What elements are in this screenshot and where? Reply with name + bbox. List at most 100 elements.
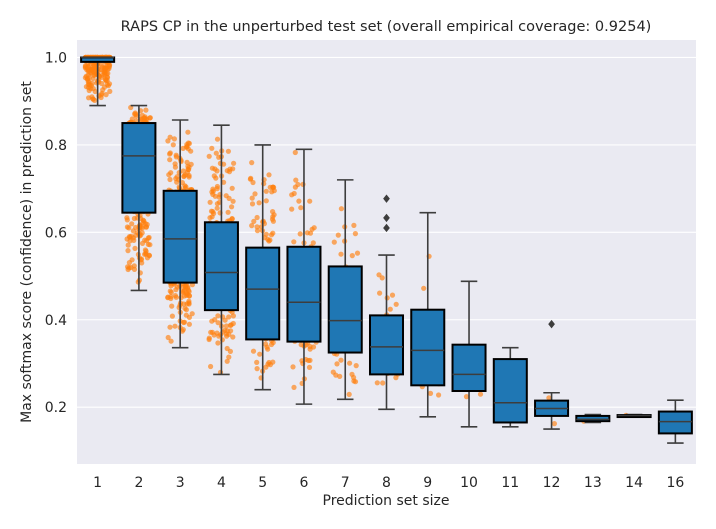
strip-point [89,67,95,73]
strip-point [168,294,174,300]
strip-point [306,364,313,370]
strip-point [551,421,558,427]
strip-point [291,239,297,245]
x-tick-label: 6 [300,475,309,491]
strip-point [338,206,344,212]
strip-point [311,225,317,231]
box [451,343,487,393]
strip-point [295,181,301,188]
strip-point [379,275,385,281]
strip-point [254,224,260,230]
x-tick-label: 8 [382,475,391,491]
strip-point [269,189,275,195]
strip-point [186,314,192,320]
strip-point [354,250,361,256]
strip-point [168,338,174,344]
strip-point [349,253,355,259]
strip-point [91,72,97,78]
strip-point [230,334,236,340]
strip-point [257,351,263,357]
y-tick-label: 0.2 [45,400,67,416]
strip-point [225,148,231,154]
strip-point [125,248,131,254]
strip-point [291,384,297,390]
strip-point [250,348,257,354]
box [575,414,611,423]
strip-point [307,198,313,204]
strip-point [298,205,304,211]
strip-point [463,394,470,400]
strip-point [147,242,153,248]
strip-point [214,183,220,190]
box [327,265,363,354]
strip-point [171,136,177,142]
strip-point [172,161,178,167]
strip-point [184,143,190,150]
strip-point [265,346,271,352]
strip-point [263,364,269,370]
strip-point [181,173,187,179]
strip-point [213,175,219,181]
strip-point [215,320,221,326]
box [162,189,198,284]
strip-point [268,232,275,238]
x-tick-label: 9 [423,475,432,491]
strip-point [346,391,352,397]
strip-point [125,242,131,248]
strip-point [223,193,229,199]
strip-point [103,92,109,98]
strip-point [305,357,311,364]
strip-point [334,361,340,367]
strip-point [374,380,380,386]
strip-point [86,84,92,91]
strip-point [167,324,173,330]
strip-point [254,228,261,234]
strip-point [224,333,230,339]
strip-point [98,62,104,68]
strip-point [254,366,260,372]
strip-point [226,314,232,320]
strip-point [387,306,393,312]
strip-point [186,293,192,299]
strip-point [338,357,344,363]
strip-point [228,322,234,328]
strip-point [266,172,272,178]
flier-point [383,223,390,233]
strip-point [107,88,113,94]
strip-point [225,209,231,215]
strip-point [128,233,134,239]
strip-point [174,179,180,185]
strip-point [215,313,221,319]
strip-point [226,354,232,360]
strip-point [186,298,192,304]
strip-point [172,323,178,329]
strip-point [185,129,191,135]
strip-point [214,201,220,207]
strip-point [389,292,396,298]
strip-point [248,175,254,181]
strip-point [256,200,262,206]
strip-point [207,199,213,205]
strip-point [377,290,383,296]
strip-point [216,194,222,200]
strip-point [227,348,233,354]
strip-point [223,323,229,329]
x-tick-label: 16 [666,475,684,491]
x-tick-label: 1 [93,475,102,491]
strip-point [304,230,310,236]
boxes [80,56,693,444]
x-tick-label: 4 [217,475,226,491]
strip-point [349,371,355,377]
strip-point [351,222,357,228]
strip-point [209,329,215,335]
strip-point [289,192,295,198]
strip-point [209,145,215,151]
strip-point [181,319,188,325]
strip-point [180,327,186,333]
y-tick-label: 1.0 [45,50,67,66]
strip-point [179,180,185,186]
x-tick-label: 2 [134,475,143,491]
strip-point [254,214,260,221]
strip-point [266,238,272,244]
strip-point [216,333,222,339]
